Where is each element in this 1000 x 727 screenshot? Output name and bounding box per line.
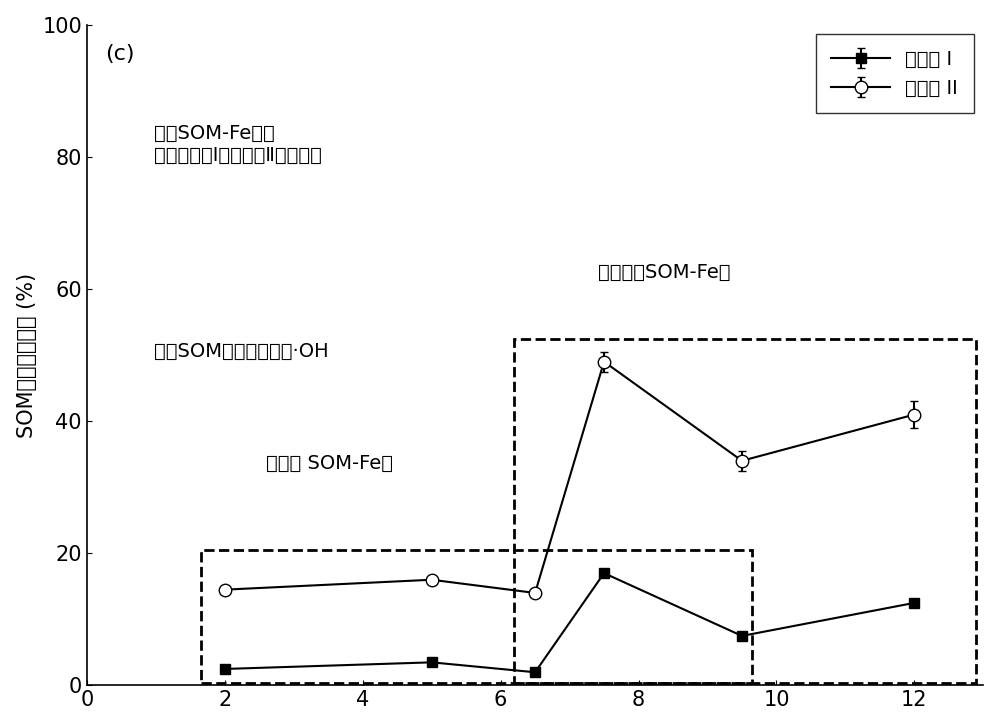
Text: 在非頓化SOM-Fe中: 在非頓化SOM-Fe中: [598, 262, 730, 281]
Bar: [514, 339, 976, 683]
Text: 在頓化 SOM-Fe中: 在頓化 SOM-Fe中: [266, 454, 393, 473]
Text: 頓化SOM-Fe中，
活性蛋白质Ⅰ和蛋白质Ⅱ浓度较低: 頓化SOM-Fe中， 活性蛋白质Ⅰ和蛋白质Ⅱ浓度较低: [154, 124, 322, 165]
Legend: 蛋白质 I, 蛋白质 II: 蛋白质 I, 蛋白质 II: [816, 34, 974, 113]
Bar: [201, 550, 752, 683]
Text: (c): (c): [105, 44, 134, 65]
Text: 頓化SOM不能消耗大量·OH: 頓化SOM不能消耗大量·OH: [154, 342, 329, 361]
Y-axis label: SOM中蛋白质占比 (%): SOM中蛋白质占比 (%): [17, 273, 37, 438]
